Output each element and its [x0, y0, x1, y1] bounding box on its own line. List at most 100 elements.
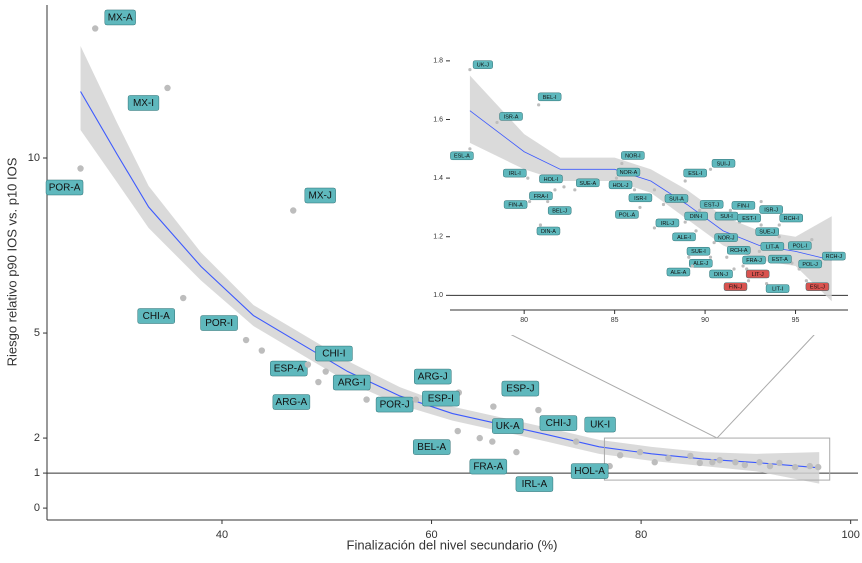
point-label: SUE-A: [579, 181, 596, 187]
label-box: [492, 418, 524, 434]
point-label: BEL-I: [543, 95, 557, 101]
point: [412, 396, 420, 403]
point-label: SUI-J: [717, 161, 731, 167]
label-box: [699, 200, 724, 209]
label-box: [529, 191, 553, 201]
point-label: RCH-J: [826, 254, 843, 260]
confidence-band: [469, 75, 832, 302]
point-label: LIT-I: [772, 287, 783, 293]
label-box: [104, 9, 136, 26]
point-label: HOL-A: [574, 466, 605, 477]
point: [810, 238, 814, 242]
point-label: UK-I: [590, 420, 610, 431]
point: [708, 255, 713, 259]
x-tick-label: 95: [792, 317, 800, 324]
label-box: [689, 258, 713, 268]
label-box: [469, 458, 508, 475]
point-label: RCH-A: [730, 248, 748, 254]
point: [745, 267, 749, 271]
point-label: IRL-I: [509, 171, 521, 177]
label-box: [664, 194, 689, 203]
point: [777, 223, 781, 227]
point: [759, 199, 763, 204]
point: [806, 462, 814, 470]
label-box: [768, 254, 792, 264]
label-box: [570, 463, 609, 479]
point: [468, 147, 472, 151]
point-label: EST-J: [704, 202, 719, 208]
label-box: [779, 213, 804, 223]
y-tick-label: 5: [34, 327, 40, 339]
point-label: ESL-A: [454, 154, 470, 160]
point: [258, 347, 265, 354]
label-box: [547, 206, 572, 215]
label-box: [655, 218, 680, 228]
point-label: ISR-I: [634, 196, 647, 202]
point: [454, 427, 461, 435]
point-label: SUE-J: [759, 230, 775, 236]
point: [776, 459, 783, 467]
label-box: [422, 390, 460, 407]
point-label: FIN-I: [737, 203, 750, 209]
label-box: [315, 345, 353, 362]
point-label: NOR-A: [620, 170, 638, 176]
label-box: [45, 179, 84, 196]
inset: 80 85 90 95 1.0 1.2 1.4 1.6 1.8 UK-J BEL-I ISR-A ESL…: [420, 50, 852, 335]
label-box: [576, 178, 600, 188]
label-box: [537, 92, 562, 102]
point-label: FIN-A: [508, 203, 523, 209]
point: [651, 459, 658, 466]
main-panel: 40 60 80 100 0 1 2 5 10 MX-A MX-I POR-A MX-J CHI-A POR…: [28, 5, 860, 541]
point: [797, 267, 801, 271]
point-label: DIN-A: [541, 229, 556, 235]
label-box: [731, 201, 756, 210]
y-tick-label: 1.4: [433, 175, 443, 182]
label-box: [684, 211, 708, 221]
point: [708, 167, 713, 171]
point: [746, 279, 751, 283]
y-tick-label: 1.6: [433, 116, 443, 123]
point-label: UK-J: [477, 63, 489, 69]
point: [489, 438, 496, 445]
label-box: [515, 476, 554, 492]
point: [638, 205, 642, 210]
point: [526, 176, 530, 180]
point: [242, 336, 250, 344]
label-box: [450, 151, 474, 161]
point-label: FRA-I: [534, 194, 549, 200]
point-label: ALE-J: [693, 261, 708, 267]
label-box: [755, 227, 780, 236]
point-label: MX-A: [108, 13, 133, 24]
label-box: [584, 416, 616, 433]
label-box: [539, 174, 563, 184]
label-box: [621, 151, 645, 160]
point-label: CHI-A: [143, 311, 171, 322]
label-box: [742, 255, 766, 265]
point: [490, 403, 497, 410]
label-box: [628, 193, 653, 203]
point: [476, 434, 483, 442]
point-label: EST-A: [772, 257, 788, 263]
point: [777, 235, 781, 239]
label-box: [412, 439, 451, 455]
point-label: POL-J: [802, 262, 818, 268]
point-label: CHI-J: [546, 418, 572, 429]
label-box: [788, 241, 812, 250]
point-label: POL-A: [619, 212, 636, 218]
point: [728, 208, 733, 212]
y-tick-label: 1: [34, 467, 40, 479]
point: [537, 103, 541, 107]
point-label: LIT-A: [766, 244, 779, 250]
label-box: [414, 368, 452, 385]
label-box: [709, 269, 733, 279]
point-label: HOL-I: [544, 177, 559, 183]
y-tick-label: 0: [34, 502, 40, 514]
label-box: [332, 374, 371, 391]
label-box: [616, 167, 641, 177]
point: [164, 84, 171, 92]
point-label: UK-A: [496, 421, 520, 432]
x-tick-label: 60: [425, 529, 437, 541]
point: [632, 188, 637, 192]
point: [732, 459, 739, 466]
point: [764, 282, 769, 286]
